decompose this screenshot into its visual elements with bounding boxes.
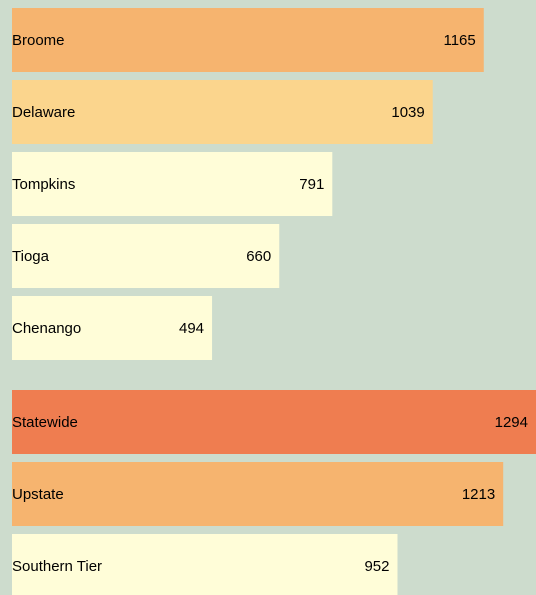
bar xyxy=(12,8,484,72)
value-label: 1039 xyxy=(391,104,424,121)
bar xyxy=(12,390,536,454)
bar xyxy=(12,80,433,144)
value-label: 952 xyxy=(364,558,389,575)
value-label: 1294 xyxy=(495,414,528,431)
bar-label: Southern Tier xyxy=(12,558,102,575)
bar-label: Delaware xyxy=(12,104,75,121)
bar xyxy=(12,224,280,288)
bar-label: Broome xyxy=(12,32,65,49)
value-label: 494 xyxy=(179,320,204,337)
bar-label: Upstate xyxy=(12,486,64,503)
bar xyxy=(12,296,213,360)
bar xyxy=(12,152,333,216)
bar-label: Chenango xyxy=(12,320,81,337)
bar-label: Tompkins xyxy=(12,176,75,193)
value-label: 660 xyxy=(246,248,271,265)
value-label: 791 xyxy=(299,176,324,193)
bar-label: Statewide xyxy=(12,414,78,431)
value-label: 1165 xyxy=(443,32,475,49)
value-label: 1213 xyxy=(462,486,495,503)
bar xyxy=(12,534,398,595)
bar xyxy=(12,462,504,526)
bar-label: Tioga xyxy=(12,248,50,265)
